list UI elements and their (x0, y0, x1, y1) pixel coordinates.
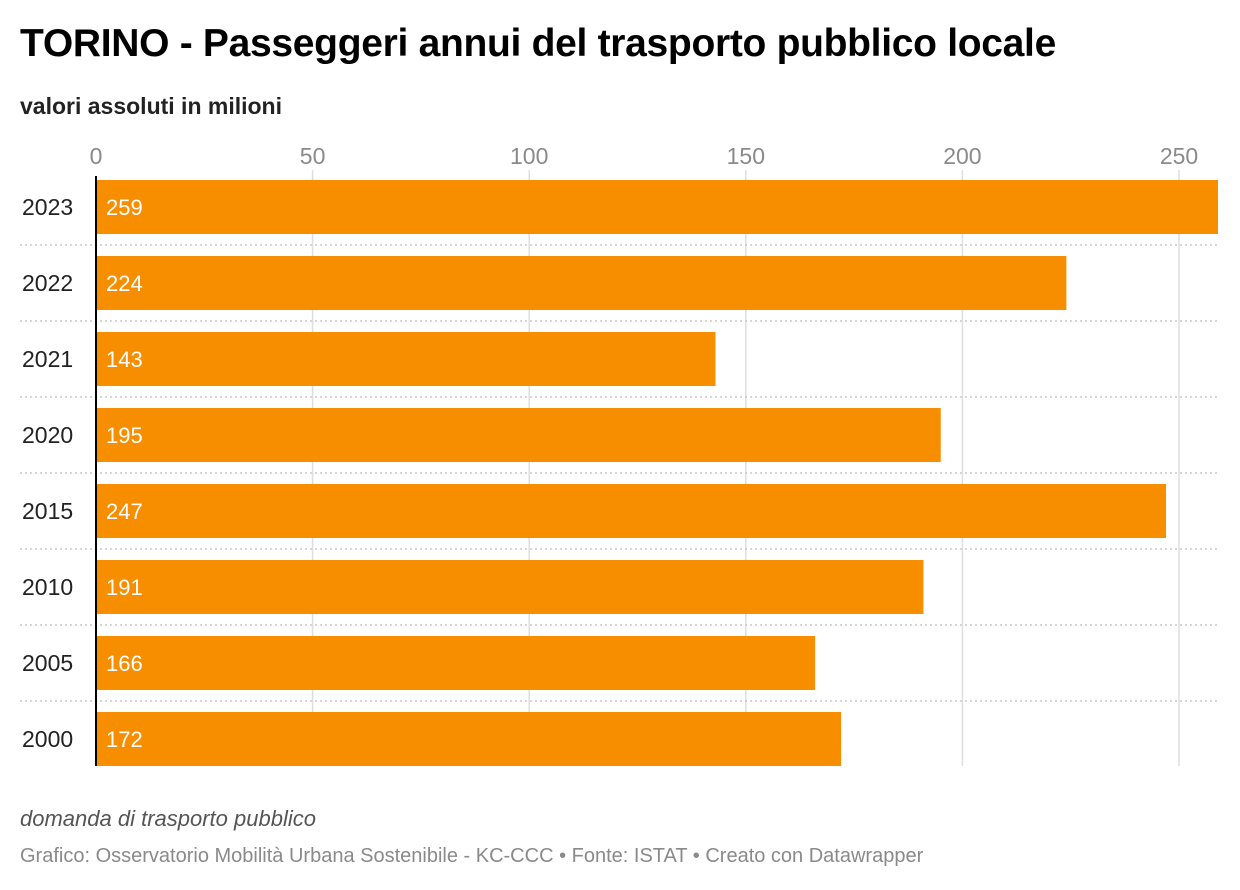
bar-2020 (96, 408, 941, 462)
bar-2015 (96, 484, 1167, 538)
chart-title: TORINO - Passeggeri annui del trasporto … (20, 22, 1056, 65)
value-label-2020: 195 (106, 423, 143, 448)
bar-2021 (96, 332, 716, 386)
category-label-2023: 2023 (22, 194, 73, 220)
category-label-2010: 2010 (22, 574, 73, 600)
x-tick-label-50: 50 (300, 143, 326, 169)
value-label-2023: 259 (106, 195, 143, 220)
category-label-2015: 2015 (22, 498, 73, 524)
value-label-2022: 224 (106, 271, 143, 296)
bar-2022 (96, 256, 1067, 310)
value-label-2000: 172 (106, 727, 143, 752)
value-label-2021: 143 (106, 347, 143, 372)
bar-2023 (96, 180, 1218, 234)
x-tick-label-200: 200 (943, 143, 981, 169)
category-label-2021: 2021 (22, 346, 73, 372)
x-tick-label-150: 150 (727, 143, 765, 169)
x-tick-label-0: 0 (90, 143, 103, 169)
bar-2000 (96, 712, 842, 766)
category-label-2000: 2000 (22, 726, 73, 752)
value-label-2015: 247 (106, 499, 143, 524)
value-label-2005: 166 (106, 651, 143, 676)
value-label-2010: 191 (106, 575, 143, 600)
category-label-2020: 2020 (22, 422, 73, 448)
bar-2005 (96, 636, 816, 690)
chart-notes: domanda di trasporto pubblico (20, 806, 316, 831)
chart-subtitle: valori assoluti in milioni (20, 93, 282, 119)
x-tick-label-100: 100 (510, 143, 548, 169)
bar-2010 (96, 560, 924, 614)
x-tick-label-250: 250 (1160, 143, 1198, 169)
category-label-2022: 2022 (22, 270, 73, 296)
category-label-2005: 2005 (22, 650, 73, 676)
chart-credits: Grafico: Osservatorio Mobilità Urbana So… (20, 845, 924, 867)
